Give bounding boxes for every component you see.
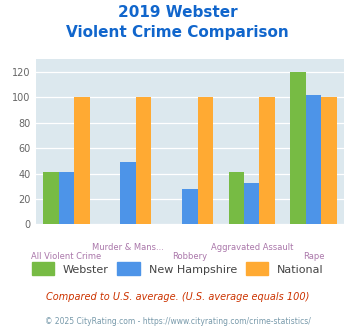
Bar	[306, 95, 321, 224]
Text: Violent Crime Comparison: Violent Crime Comparison	[66, 25, 289, 40]
Text: Aggravated Assault: Aggravated Assault	[211, 243, 293, 251]
Text: Rape: Rape	[303, 252, 324, 261]
Bar	[290, 72, 306, 224]
Bar	[260, 97, 275, 224]
Bar	[182, 189, 198, 224]
Bar	[74, 97, 89, 224]
Bar	[321, 97, 337, 224]
Bar	[244, 182, 260, 224]
Bar	[43, 172, 59, 224]
Text: © 2025 CityRating.com - https://www.cityrating.com/crime-statistics/: © 2025 CityRating.com - https://www.city…	[45, 317, 310, 326]
Bar	[229, 172, 244, 224]
Text: 2019 Webster: 2019 Webster	[118, 5, 237, 20]
Text: Murder & Mans...: Murder & Mans...	[92, 243, 164, 251]
Bar	[59, 172, 74, 224]
Text: All Violent Crime: All Violent Crime	[31, 252, 102, 261]
Bar	[136, 97, 151, 224]
Legend: Webster, New Hampshire, National: Webster, New Hampshire, National	[27, 258, 328, 280]
Bar	[120, 162, 136, 224]
Bar	[198, 97, 213, 224]
Text: Compared to U.S. average. (U.S. average equals 100): Compared to U.S. average. (U.S. average …	[46, 292, 309, 302]
Text: Robbery: Robbery	[173, 252, 207, 261]
